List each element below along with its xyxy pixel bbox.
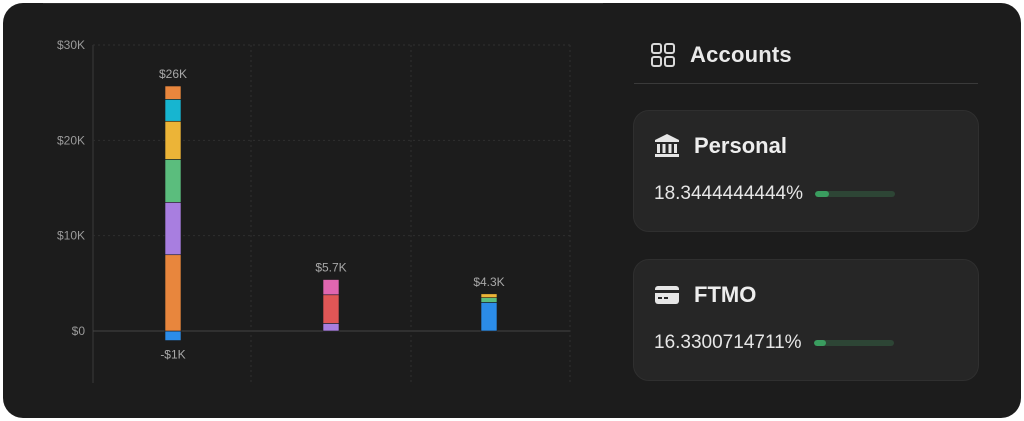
bar-segment <box>480 302 498 332</box>
accounts-title: Accounts <box>690 42 792 67</box>
y-tick-label: $30K <box>57 38 85 52</box>
bar-segment <box>164 99 182 122</box>
bar-segment <box>480 293 498 298</box>
grid-icon <box>651 43 675 67</box>
bar-total-label: $4.3K <box>473 275 504 289</box>
dashboard-card: $30K $20K $10K $0 $26K -$1K $5.7K $4.3K Account… <box>3 3 1021 418</box>
account-percent: 16.3300714711% <box>654 332 802 353</box>
bar-segment <box>322 294 340 324</box>
account-name: FTMO <box>694 282 757 307</box>
bar-segment <box>164 254 182 332</box>
bar-segment <box>164 120 182 160</box>
bar-negative-label: -$1K <box>160 348 185 362</box>
account-progress-bar <box>813 340 894 346</box>
y-tick-label: $20K <box>57 133 85 147</box>
bar-total-label: $5.7K <box>315 261 346 275</box>
accounts-divider <box>634 83 978 84</box>
balance-bar-chart: $30K $20K $10K $0 $26K -$1K $5.7K $4.3K <box>57 38 571 383</box>
bar-segment <box>322 323 340 332</box>
account-progress-bar <box>814 191 895 197</box>
bank-icon <box>655 134 679 157</box>
top-divider <box>43 3 603 4</box>
accounts-header: Accounts <box>650 39 792 71</box>
y-tick-label: $0 <box>72 324 86 338</box>
bar-segment <box>480 297 498 303</box>
account-card-personal[interactable]: Personal 18.3444444444% <box>633 110 979 232</box>
y-tick-label: $10K <box>57 229 85 243</box>
account-progress-fill <box>814 191 830 197</box>
account-name: Personal <box>694 133 787 158</box>
bar-segment <box>164 330 182 341</box>
account-percent: 18.3444444444% <box>654 183 803 204</box>
bar-total-label: $26K <box>159 67 187 81</box>
account-progress-fill <box>813 340 827 346</box>
bar-segment <box>164 159 182 203</box>
card-icon <box>655 286 679 304</box>
bar-segment <box>322 279 340 296</box>
account-card-ftmo[interactable]: FTMO 16.3300714711% <box>633 259 979 381</box>
bar-segment <box>164 85 182 100</box>
bar-segment <box>164 202 182 256</box>
